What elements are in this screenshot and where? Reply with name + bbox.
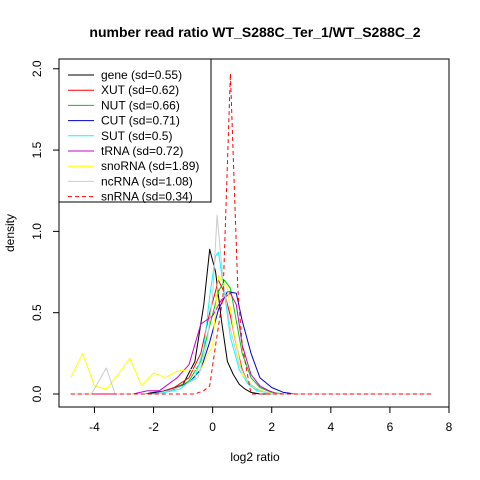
series-line-6 bbox=[70, 274, 432, 395]
legend-label-5: tRNA (sd=0.72) bbox=[101, 144, 183, 158]
legend-label-1: XUT (sd=0.62) bbox=[101, 83, 179, 97]
y-tick-label-3: 1.5 bbox=[30, 141, 44, 158]
series-line-4 bbox=[70, 252, 432, 395]
legend-label-2: NUT (sd=0.66) bbox=[101, 98, 180, 112]
legend-label-4: SUT (sd=0.5) bbox=[101, 129, 172, 143]
y-tick-label-4: 2.0 bbox=[30, 60, 44, 77]
series-line-5 bbox=[70, 292, 432, 395]
x-tick-label-5: 6 bbox=[387, 420, 394, 434]
legend-label-7: ncRNA (sd=1.08) bbox=[101, 174, 193, 188]
x-axis: -4 -2 0 2 4 6 8 bbox=[89, 406, 453, 434]
legend-label-6: snoRNA (sd=1.89) bbox=[101, 159, 199, 173]
y-tick-label-0: 0.0 bbox=[30, 385, 44, 402]
x-tick-label-3: 2 bbox=[268, 420, 275, 434]
series-layer bbox=[70, 73, 432, 395]
y-axis-label: density bbox=[3, 214, 17, 252]
legend-box bbox=[58, 58, 212, 203]
x-tick-label-2: 0 bbox=[209, 420, 216, 434]
x-tick-label-4: 4 bbox=[327, 420, 334, 434]
x-tick-label-0: -4 bbox=[89, 420, 100, 434]
legend-label-8: snRNA (sd=0.34) bbox=[101, 190, 193, 204]
x-tick-label-6: 8 bbox=[446, 420, 453, 434]
x-tick-label-1: -2 bbox=[148, 420, 159, 434]
y-tick-label-2: 1.0 bbox=[30, 223, 44, 240]
legend-label-0: gene (sd=0.55) bbox=[101, 68, 182, 82]
y-tick-label-1: 0.5 bbox=[30, 304, 44, 321]
chart-title: number read ratio WT_S288C_Ter_1/WT_S288… bbox=[89, 24, 420, 40]
series-line-8 bbox=[70, 73, 432, 395]
legend: gene (sd=0.55)XUT (sd=0.62)NUT (sd=0.66)… bbox=[58, 58, 212, 204]
x-axis-label: log2 ratio bbox=[230, 450, 280, 464]
legend-label-3: CUT (sd=0.71) bbox=[101, 114, 180, 128]
